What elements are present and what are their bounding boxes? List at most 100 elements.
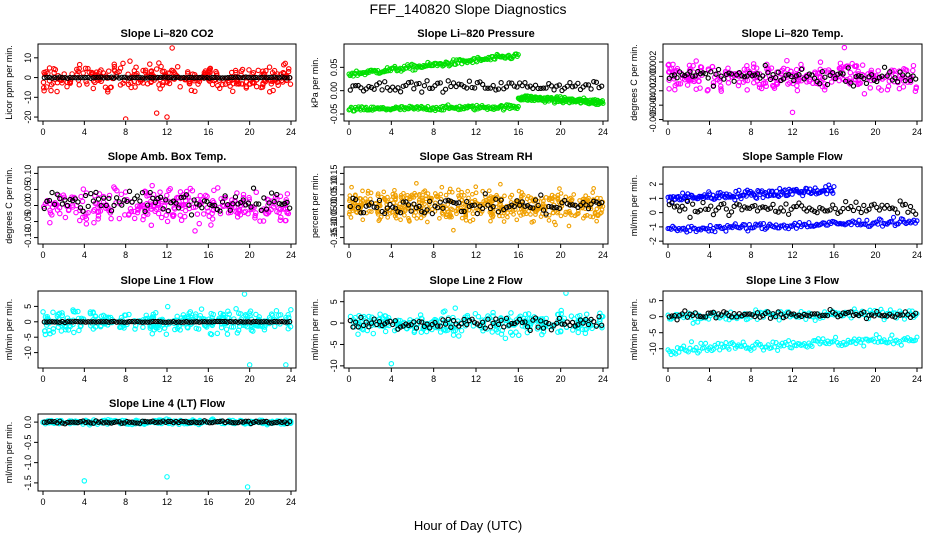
- data-point: [480, 188, 486, 194]
- data-point: [214, 330, 221, 337]
- data-point: [580, 197, 586, 202]
- data-point: [749, 203, 755, 210]
- data-point: [405, 192, 410, 198]
- data-point: [163, 331, 170, 337]
- data-point: [160, 319, 166, 325]
- data-point: [519, 83, 525, 89]
- y-tick-label: -5: [329, 340, 339, 348]
- data-point: [71, 329, 77, 336]
- data-point: [232, 194, 239, 200]
- data-point: [67, 419, 73, 425]
- data-point: [127, 58, 133, 64]
- data-point: [427, 198, 433, 204]
- data-point: [392, 187, 397, 193]
- x-tick-label: 12: [787, 127, 797, 137]
- data-point: [95, 419, 102, 425]
- y-tick-label: 0: [23, 319, 33, 324]
- x-tick-label: 24: [912, 250, 922, 260]
- data-point: [558, 213, 564, 219]
- data-point: [477, 322, 483, 329]
- data-point: [868, 69, 874, 76]
- x-tick-label: 4: [707, 374, 712, 384]
- data-point: [227, 209, 234, 216]
- data-point: [856, 217, 862, 223]
- data-point: [195, 326, 202, 332]
- data-point: [377, 217, 383, 222]
- data-point: [106, 420, 112, 426]
- data-point: [850, 312, 857, 319]
- x-tick-label: 20: [556, 127, 566, 137]
- data-point: [591, 198, 597, 204]
- data-point: [817, 205, 823, 211]
- data-point: [279, 79, 286, 85]
- data-point: [59, 318, 66, 325]
- data-point: [103, 202, 109, 209]
- data-point: [72, 75, 78, 81]
- data-point: [352, 319, 359, 325]
- data-point: [230, 324, 237, 330]
- data-point: [77, 319, 84, 325]
- data-point: [513, 329, 519, 335]
- data-point: [47, 219, 53, 226]
- data-point: [861, 202, 867, 209]
- data-point: [124, 319, 130, 325]
- data-point: [676, 197, 683, 203]
- data-point: [160, 74, 166, 80]
- data-point: [363, 319, 369, 325]
- data-point: [219, 418, 226, 424]
- data-point: [689, 73, 696, 79]
- x-tick-label: 4: [389, 374, 394, 384]
- data-point: [887, 205, 893, 212]
- data-point: [708, 310, 714, 316]
- data-point: [70, 75, 76, 81]
- data-point: [51, 201, 58, 207]
- data-point: [861, 309, 867, 315]
- data-point: [498, 317, 504, 323]
- data-point: [108, 208, 115, 214]
- data-point: [677, 196, 684, 202]
- data-point: [282, 60, 288, 67]
- data-point: [245, 319, 252, 325]
- data-point: [281, 200, 288, 207]
- data-point: [129, 199, 135, 205]
- data-point: [108, 215, 114, 222]
- x-tick-label: 4: [389, 127, 394, 137]
- data-point: [912, 88, 919, 94]
- data-point: [169, 45, 175, 51]
- data-point: [721, 309, 727, 315]
- data-point: [540, 207, 547, 213]
- data-point: [140, 80, 146, 86]
- data-point: [90, 310, 96, 316]
- data-point: [390, 84, 396, 90]
- data-point: [690, 320, 696, 326]
- data-point: [811, 311, 818, 317]
- data-point: [215, 185, 221, 191]
- data-point: [881, 312, 888, 318]
- data-point: [225, 308, 231, 315]
- data-point: [806, 71, 813, 77]
- data-point: [519, 190, 525, 195]
- data-point: [268, 74, 275, 81]
- data-point: [118, 314, 125, 321]
- data-point: [563, 292, 569, 296]
- data-point: [669, 200, 675, 206]
- data-point: [692, 73, 698, 79]
- data-point: [493, 87, 499, 93]
- data-point: [209, 216, 216, 222]
- data-point: [381, 189, 387, 195]
- data-point: [875, 339, 881, 345]
- data-point: [284, 191, 291, 197]
- data-point: [121, 420, 128, 426]
- data-point: [907, 203, 914, 210]
- data-point: [798, 66, 805, 72]
- data-point: [771, 344, 778, 350]
- data-point: [718, 201, 724, 208]
- data-point: [736, 70, 742, 76]
- data-point: [453, 83, 459, 90]
- y-tick-label: 0.05: [329, 186, 339, 204]
- data-point: [849, 60, 855, 67]
- x-tick-label: 8: [748, 250, 753, 260]
- data-point: [405, 322, 412, 329]
- data-point: [261, 195, 267, 201]
- data-point: [255, 67, 262, 74]
